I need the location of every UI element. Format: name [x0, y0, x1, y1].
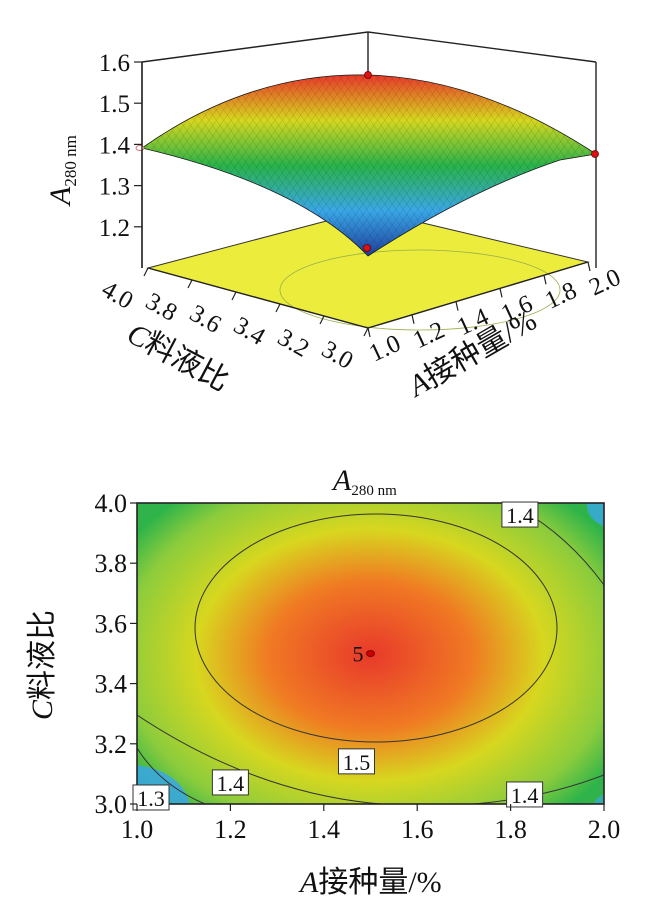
y-axis: 3.0 3.2 3.4 3.6 3.8 4.0: [95, 489, 137, 819]
x3d-tick-mark: [587, 261, 591, 272]
x3d-tick-label: 1.0: [365, 330, 405, 368]
heatmap-cool-corner-tr: [587, 503, 604, 526]
contour-plot: A280 nm 1.41.51.4 1.41.3 5 1.0 1.2 1.4 1.6 1.…: [26, 464, 621, 899]
contour-label-text: 1.4: [511, 783, 539, 808]
x-tick-label: 1.6: [401, 815, 434, 844]
design-point-label: 5: [353, 642, 364, 667]
z-tick-label: 1.4: [99, 132, 131, 159]
x3d-tick-mark: [411, 314, 415, 324]
y-tick-label: 3.6: [95, 609, 128, 638]
design-point-marker: [366, 650, 375, 657]
z-label-main: A: [44, 186, 77, 207]
contour-label: 1.3: [132, 784, 170, 811]
y3d-tick-mark: [143, 267, 149, 277]
contour-line-1.4-top: [158, 503, 604, 586]
z-tick-label: 1.6: [99, 50, 130, 77]
contour-label: 1.4: [501, 501, 539, 528]
z-axis-label: A280 nm: [44, 135, 80, 207]
y3d-tick-label: 3.8: [141, 288, 182, 327]
y-tick-label: 3.4: [95, 670, 128, 699]
y3d-tick-mark: [231, 291, 237, 301]
contour-title-sub: 280 nm: [351, 483, 397, 499]
design-point-left: [135, 145, 145, 151]
design-point-group: 5: [353, 642, 375, 667]
x3d-tick-mark: [543, 275, 547, 285]
floor-contour: [279, 249, 561, 331]
y-axis-label-text: 料液比: [26, 610, 59, 700]
x3d-tick-mark: [499, 288, 503, 298]
contour-frame: [136, 502, 605, 805]
y3d-tick-label: 3.2: [273, 324, 314, 363]
z-axis: 1.2 1.3 1.4 1.5 1.6: [99, 50, 143, 268]
z-label-sub: 280 nm: [61, 135, 80, 186]
y-axis-label: C料液比: [26, 610, 59, 720]
y3d-tick-label: 4.0: [97, 276, 138, 315]
y3d-tick-mark: [363, 327, 369, 337]
contour-label-text: 1.5: [343, 750, 371, 775]
surface-plot: 1.21.31.41.51.6 A280 nm 1.0 1.2 1.4 1.6 1.8 2…: [44, 31, 625, 404]
contour-label-text: 1.4: [506, 503, 534, 528]
design-point-bottom: [363, 244, 371, 252]
x-tick-label: 1.0: [121, 815, 154, 844]
y3d-tick-mark: [275, 303, 281, 313]
y3d-tick-label: 3.4: [229, 312, 270, 351]
x3d-tick-label: 1.2: [409, 317, 449, 355]
contour-label: 1.4: [506, 781, 544, 808]
x-tick-label: 1.4: [308, 815, 341, 844]
design-point-peak: [364, 71, 372, 79]
x-tick-label: 2.0: [588, 815, 621, 844]
y-tick-label: 4.0: [95, 489, 128, 518]
y3d-tick-label: 3.6: [185, 300, 226, 339]
y-axis-label-var: C: [26, 699, 59, 720]
y3d-tick-mark: [319, 315, 325, 325]
x-axis: 1.0 1.2 1.4 1.6 1.8 2.0: [121, 804, 621, 844]
x-axis-label-var: A: [298, 866, 319, 899]
y-tick-label: 3.0: [95, 790, 128, 819]
x3d-tick-mark: [455, 301, 459, 311]
contour-line-1.5: [194, 513, 558, 743]
y-tick-label: 3.8: [95, 549, 128, 578]
contour-line-1.3: [137, 747, 206, 804]
contour-label-text: 1.4: [217, 771, 245, 796]
x3d-tick-label: 1.8: [541, 277, 581, 315]
x3d-tick-label: 2.0: [585, 264, 625, 302]
z-tick-label: 1.3: [99, 174, 130, 201]
heatmap-cool-corner-br: [594, 794, 604, 804]
x3d-tick-mark: [367, 327, 371, 338]
y-tick-label: 3.2: [95, 730, 128, 759]
contour-title: A280 nm: [331, 464, 397, 499]
y-label-text: 料液比: [139, 326, 234, 397]
contour-label: 1.5: [337, 748, 375, 775]
x-tick-label: 1.2: [214, 815, 247, 844]
design-point-right: [591, 150, 599, 158]
contour-title-main: A: [331, 464, 352, 497]
x-axis-label-text: 接种量/%: [318, 866, 441, 899]
contour-labels: 1.4 1.5 1.4 1.4 1.3: [132, 501, 544, 811]
x-tick-label: 1.8: [494, 815, 527, 844]
z-tick-label: 1.5: [99, 91, 130, 118]
y3d-tick-label: 3.0: [317, 336, 358, 375]
y3d-tick-mark: [187, 279, 193, 289]
x-axis-label: A接种量/%: [298, 866, 442, 899]
contour-label: 1.4: [211, 769, 249, 796]
contour-label-text: 1.3: [137, 786, 165, 811]
surface-mesh-cross: [142, 74, 596, 256]
z-tick-label: 1.2: [99, 215, 130, 242]
